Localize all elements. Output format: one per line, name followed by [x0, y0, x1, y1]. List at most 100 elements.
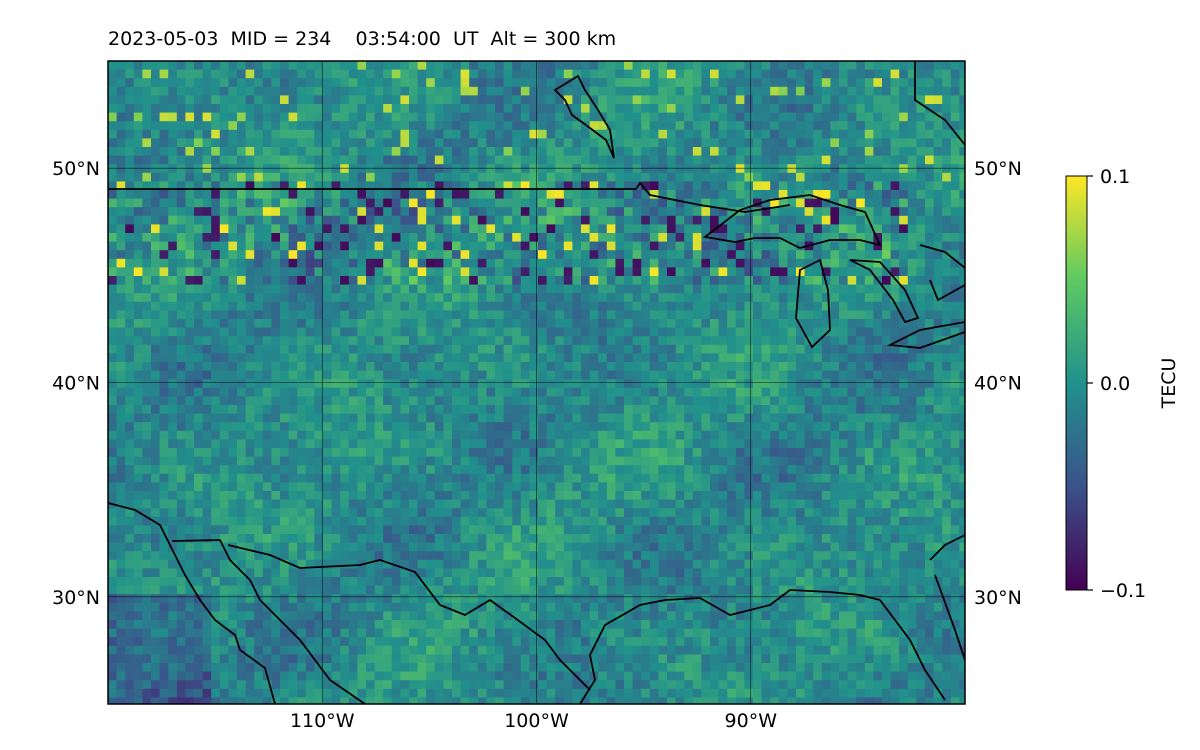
tec-cell	[598, 482, 608, 492]
tec-cell	[735, 224, 745, 234]
tec-cell	[538, 276, 547, 285]
tec-cell	[787, 69, 797, 79]
tec-cell	[469, 413, 479, 423]
tec-cell	[495, 430, 504, 440]
tec-cell	[563, 319, 573, 328]
tec-cell	[280, 241, 289, 251]
tec-cell	[262, 379, 272, 389]
tec-cell	[108, 353, 117, 363]
tec-cell	[555, 258, 565, 268]
tec-cell	[391, 258, 401, 268]
tec-cell	[108, 164, 117, 174]
tec-cell	[839, 344, 848, 354]
tec-cell	[606, 456, 616, 466]
tec-cell	[305, 370, 315, 380]
tec-cell	[959, 344, 965, 354]
tec-cell	[357, 301, 367, 311]
tec-cell	[942, 172, 952, 182]
tec-cell	[856, 129, 866, 139]
tec-cell	[589, 215, 599, 225]
tec-cell	[305, 448, 315, 457]
tec-cell	[305, 387, 315, 397]
tec-cell	[151, 190, 160, 199]
tec-cell	[727, 198, 737, 208]
tec-cell	[288, 78, 298, 88]
tec-cell	[142, 319, 152, 328]
tec-cell	[546, 112, 556, 122]
tec-cell	[701, 465, 711, 475]
tec-cell	[469, 181, 479, 191]
tec-cell	[280, 198, 289, 208]
tec-cell	[675, 344, 685, 354]
tec-cell	[374, 396, 384, 406]
tec-cell	[228, 413, 238, 423]
tec-cell	[176, 138, 186, 148]
tec-cell	[211, 207, 221, 217]
tec-cell	[718, 224, 728, 234]
tec-cell	[727, 482, 737, 492]
tec-cell	[821, 86, 831, 96]
tec-cell	[787, 430, 797, 440]
tec-cell	[452, 456, 461, 466]
tec-cell	[151, 61, 160, 70]
tec-cell	[176, 258, 186, 268]
tec-cell	[701, 198, 711, 208]
tec-cell	[701, 121, 711, 131]
tec-cell	[830, 138, 840, 148]
tec-cell	[202, 190, 212, 199]
tec-cell	[417, 319, 427, 328]
tec-cell	[744, 164, 754, 174]
tec-cell	[348, 362, 358, 371]
tec-cell	[804, 362, 814, 371]
tec-cell	[787, 198, 797, 208]
tec-cell	[477, 121, 487, 131]
tec-cell	[555, 327, 565, 337]
tec-cell	[237, 147, 246, 156]
tec-cell	[615, 69, 625, 79]
tec-cell	[658, 370, 668, 380]
tec-cell	[563, 233, 573, 242]
tec-cell	[219, 224, 229, 234]
tec-cell	[667, 293, 676, 303]
tec-cell	[116, 69, 126, 79]
tec-cell	[434, 104, 444, 113]
tec-cell	[176, 267, 186, 277]
tec-cell	[211, 310, 221, 320]
tec-cell	[572, 413, 582, 423]
tec-cell	[348, 121, 358, 131]
tec-cell	[366, 293, 375, 303]
tec-cell	[469, 405, 479, 414]
tec-cell	[563, 405, 573, 414]
tec-cell	[383, 164, 393, 174]
tec-cell	[168, 164, 178, 174]
tec-cell	[770, 276, 780, 285]
tec-cell	[142, 344, 152, 354]
tec-cell	[770, 370, 780, 380]
tec-cell	[856, 344, 866, 354]
tec-cell	[839, 370, 848, 380]
tec-cell	[486, 181, 496, 191]
tec-cell	[151, 233, 160, 242]
tec-cell	[658, 336, 668, 346]
tec-cell	[959, 456, 965, 466]
tec-cell	[460, 422, 470, 432]
tec-cell	[245, 61, 255, 70]
tec-cell	[168, 413, 178, 423]
tec-cell	[882, 327, 891, 337]
tec-cell	[710, 190, 719, 199]
tec-cell	[314, 353, 324, 363]
tec-cell	[598, 258, 608, 268]
tec-cell	[202, 112, 212, 122]
tec-cell	[443, 164, 453, 174]
tec-cell	[348, 147, 358, 156]
tec-cell	[503, 61, 513, 70]
tec-cell	[684, 456, 694, 466]
tec-cell	[744, 224, 754, 234]
tec-cell	[409, 112, 418, 122]
tec-cell	[202, 241, 212, 251]
tec-cell	[753, 336, 762, 346]
tec-cell	[185, 362, 195, 371]
tec-cell	[383, 78, 393, 88]
tec-cell	[460, 207, 470, 217]
tec-cell	[563, 241, 573, 251]
